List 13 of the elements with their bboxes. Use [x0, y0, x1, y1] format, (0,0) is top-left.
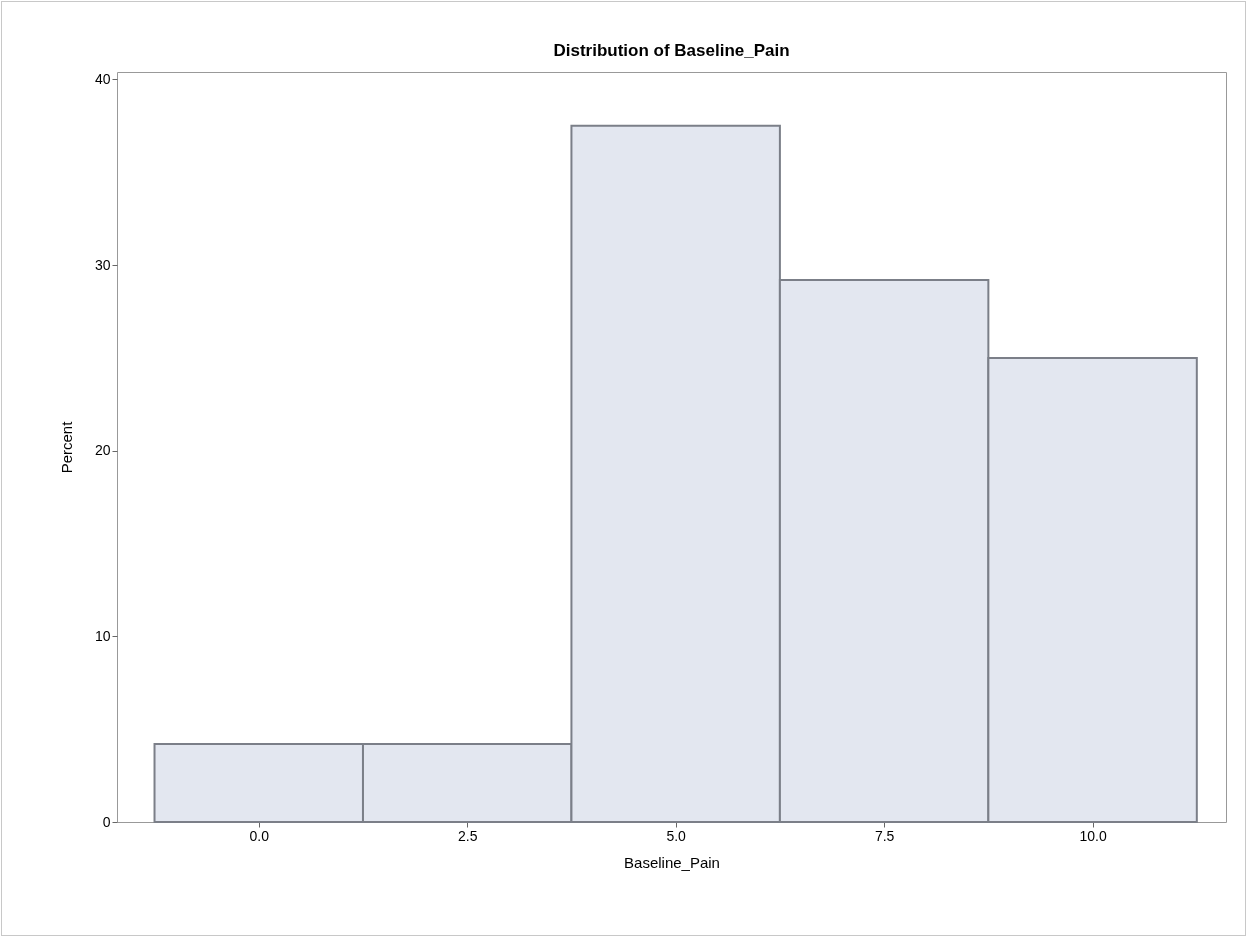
y-tick-label: 10 — [94, 627, 111, 644]
chart-title: Distribution of Baseline_Pain — [553, 41, 790, 60]
x-tick-label: 0.0 — [249, 827, 270, 844]
y-tick-label: 0 — [102, 813, 111, 830]
y-tick-label: 40 — [94, 70, 111, 87]
x-tick-label: 7.5 — [874, 827, 895, 844]
x-axis-title: Baseline_Pain — [624, 853, 720, 871]
x-tick-label: 2.5 — [457, 827, 478, 844]
y-axis-title: Percent — [57, 420, 75, 474]
y-tick-label: 30 — [94, 256, 111, 273]
x-tick-label: 10.0 — [1079, 827, 1107, 844]
x-tick-label: 5.0 — [666, 827, 687, 844]
y-tick-label: 20 — [94, 442, 111, 459]
